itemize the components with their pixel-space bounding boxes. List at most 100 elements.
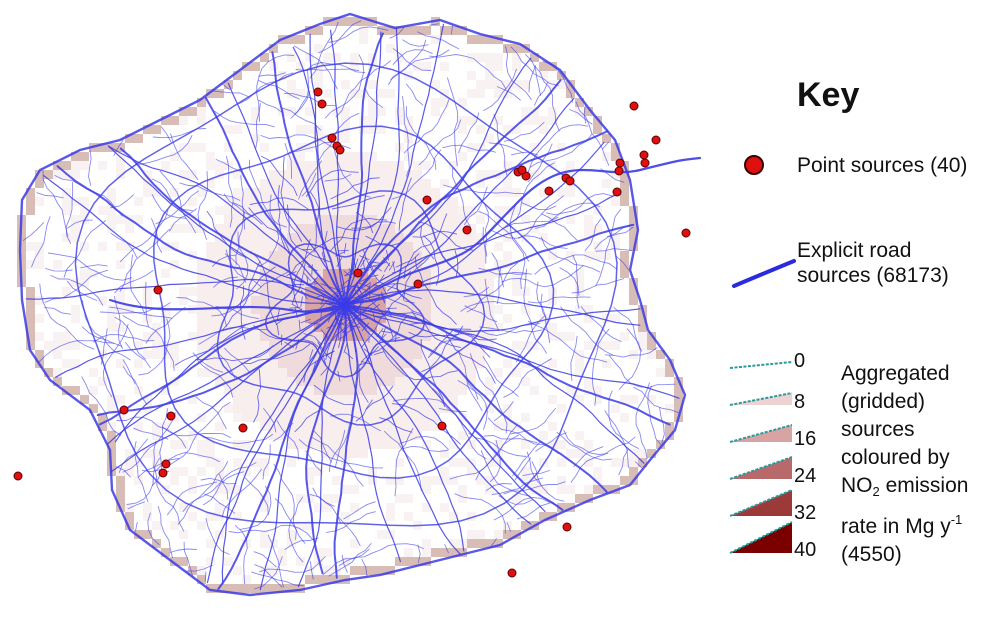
grid-cell [260,395,269,404]
grid-cell [377,413,386,422]
grid-cell [647,395,656,404]
grid-cell [638,332,647,341]
grid-cell [404,368,413,377]
grid-cell [404,278,413,287]
grid-cell [62,233,71,242]
grid-cell [269,431,278,440]
road-segment [604,347,658,358]
road-segment [381,330,393,334]
road-segment [119,209,169,263]
grid-cell [611,197,620,206]
road-segment [353,313,357,325]
grid-cell [494,449,503,458]
grid-cell [458,206,467,215]
road-segment [379,417,413,433]
grid-cell [152,521,161,530]
grid-cell [386,188,395,197]
grid-cell [503,359,512,368]
road-segment [260,134,338,151]
grid-cell [251,395,260,404]
grid-cell [161,422,170,431]
grid-cell [323,440,332,449]
grid-cell [575,368,584,377]
road-segment [96,304,346,417]
grid-cell [548,323,557,332]
grid-cell [314,404,323,413]
grid-cell [431,359,440,368]
road-segment [253,325,320,349]
grid-cell [170,440,179,449]
grid-cell [287,224,296,233]
grid-cell [332,386,341,395]
road-segment [151,178,193,212]
grid-cell [539,71,548,80]
road-segment [126,457,160,506]
road-segment [122,315,175,371]
grid-cell [413,62,422,71]
grid-cell [116,161,125,170]
grid-cell [476,539,485,548]
grid-cell [206,557,215,566]
grid-cell [431,251,440,260]
grid-cell [26,260,35,269]
road-segment [147,512,160,546]
road-segment [480,450,531,497]
grid-cell [161,116,170,125]
grid-cell [89,269,98,278]
grid-cell [341,215,350,224]
grid-cell [206,332,215,341]
grid-cell [71,386,80,395]
grid-cell [287,530,296,539]
aggregated-line-5: NO2 emission [841,472,968,506]
road-segment [344,304,680,399]
road-segment [344,304,532,525]
road-segment [392,397,447,405]
road-segment [525,124,589,180]
road-segment [529,133,593,168]
road-segment [466,262,518,313]
grid-cell [359,116,368,125]
road-segment [523,268,547,354]
grid-cell [593,485,602,494]
road-segment [176,297,227,327]
grid-cell [350,386,359,395]
road-segment [382,348,458,380]
grid-cell [350,422,359,431]
grid-cell [134,359,143,368]
road-segment [81,326,115,344]
grid-cell [269,62,278,71]
grid-cell [467,143,476,152]
road-segment [404,300,415,304]
road-segment [152,128,207,139]
grid-cell [233,377,242,386]
road-segment [301,172,317,197]
road-segment [322,354,327,365]
grid-cell [350,368,359,377]
grid-cell [269,242,278,251]
grid-cell [629,296,638,305]
grid-cell [179,530,188,539]
grid-cell [143,179,152,188]
grid-cell [143,287,152,296]
grid-cell [377,89,386,98]
grid-cell [656,368,665,377]
grid-cell [215,89,224,98]
road-segment [340,279,349,287]
road-segment [602,141,609,150]
road-segment [341,310,352,315]
road-segment [31,216,51,268]
grid-cell [548,359,557,368]
road-segment [373,351,384,356]
grid-cell [647,350,656,359]
grid-cell [476,53,485,62]
grid-cell [341,17,350,26]
road-segment [335,290,343,300]
grid-cell [215,467,224,476]
grid-cell [440,359,449,368]
grid-cell [566,485,575,494]
road-segment [521,202,557,211]
grid-cell [215,305,224,314]
grid-cell [503,179,512,188]
point-source [353,268,363,278]
road-segment [203,471,245,506]
